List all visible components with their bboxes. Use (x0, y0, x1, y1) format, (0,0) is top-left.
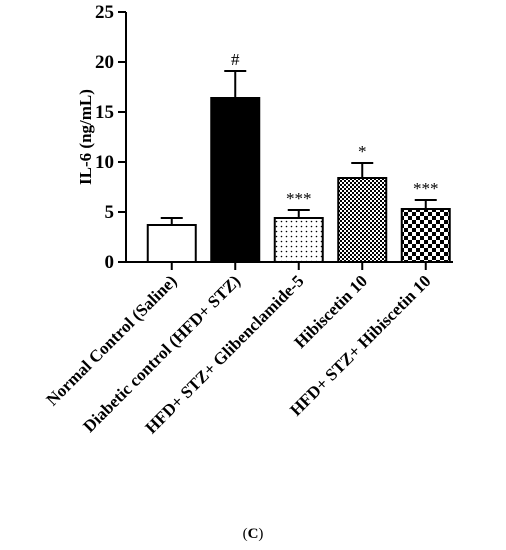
significance-label: *** (286, 189, 312, 208)
y-tick-label: 5 (105, 202, 115, 223)
panel-label-open: ( (242, 526, 248, 542)
category-label: Normal Control (Saline) (42, 271, 180, 409)
bar (400, 208, 451, 263)
significance-label: * (358, 142, 367, 161)
bar (210, 97, 261, 263)
y-tick-label: 10 (95, 152, 114, 173)
bar (337, 177, 388, 263)
panel-label-close: ) (258, 526, 264, 542)
y-tick-label: 25 (95, 2, 114, 23)
significance-label: *** (413, 179, 439, 198)
panel-label: (C) (0, 526, 506, 543)
bars: #******* (146, 50, 451, 263)
y-axis-label: IL-6 (ng/mL) (76, 89, 95, 185)
significance-label: # (231, 50, 240, 69)
y-tick-label: 20 (95, 52, 114, 73)
x-axis (125, 261, 453, 270)
bar (273, 217, 324, 263)
bar (146, 224, 197, 263)
panel-label-letter: C (247, 526, 259, 542)
y-tick-label: 0 (105, 252, 115, 273)
category-labels: Normal Control (Saline)Diabetic control … (42, 271, 434, 437)
y-tick-label: 15 (95, 102, 114, 123)
y-axis: 0 5 10 15 20 25 (95, 2, 127, 273)
